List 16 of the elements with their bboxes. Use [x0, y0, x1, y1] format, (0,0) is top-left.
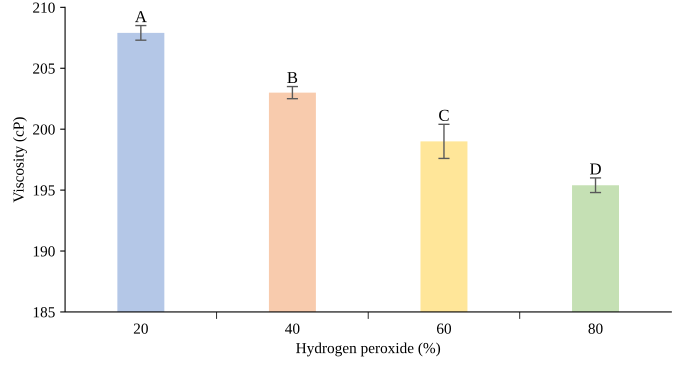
- y-tick-label: 195: [34, 185, 55, 196]
- x-tick-label: 80: [588, 324, 603, 334]
- x-tick-label: 60: [436, 324, 452, 334]
- y-tick-label: 210: [33, 2, 55, 13]
- x-tick-label: 40: [285, 324, 300, 334]
- x-axis-title: Hydrogen peroxide (%): [296, 342, 440, 356]
- annotation: D: [590, 163, 601, 174]
- y-tick-label: 190: [34, 246, 55, 256]
- annotation: A: [135, 11, 147, 22]
- y-tick-label: 200: [33, 124, 55, 135]
- annotation: C: [439, 110, 449, 121]
- annotation: B: [287, 72, 298, 84]
- y-tick-label: 205: [33, 63, 55, 74]
- y-axis-title: Viscosity (cP): [12, 117, 27, 203]
- x-tick-label: 20: [134, 324, 148, 334]
- y-tick-label: 185: [34, 307, 55, 318]
